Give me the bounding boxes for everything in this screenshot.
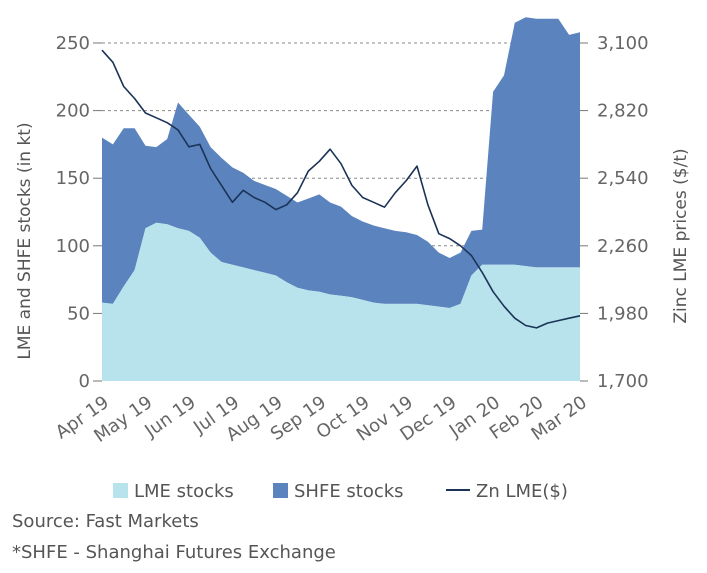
- right-tick-label: 2,260: [597, 236, 649, 257]
- right-axis-title: Zinc LME prices ($/t): [671, 148, 691, 323]
- source-note: Source: Fast Markets: [12, 511, 199, 532]
- right-tick-label: 3,100: [597, 33, 649, 54]
- right-axis-ticks: 1,700 1,980 2,260 2,540 2,820 3,100: [580, 33, 649, 392]
- right-tick-label: 2,820: [597, 101, 649, 122]
- zn-lme-price-line: [101, 49, 581, 329]
- price-line-series: [101, 49, 581, 329]
- legend-label: SHFE stocks: [294, 481, 404, 502]
- stocks-price-chart: 0 50 100 150 200 250 1,700 1,980 2,260 2,540 2,82…: [15, 17, 691, 447]
- left-tick-label: 100: [56, 236, 90, 257]
- legend-swatch: [113, 483, 128, 498]
- left-tick-label: 0: [79, 371, 90, 392]
- legend-label: Zn LME($): [476, 481, 568, 502]
- left-axis-title: LME and SHFE stocks (in kt): [15, 122, 35, 359]
- legend-swatch: [273, 483, 288, 498]
- lme-stocks-area: [102, 222, 580, 381]
- left-tick-label: 250: [56, 33, 90, 54]
- left-tick-label: 50: [67, 303, 90, 324]
- left-axis-ticks: 0 50 100 150 200 250: [56, 33, 102, 392]
- shfe-stocks-area: [102, 17, 580, 309]
- left-tick-label: 150: [56, 168, 90, 189]
- right-tick-label: 1,980: [597, 303, 649, 324]
- chart-legend: LME stocks SHFE stocks Zn LME($): [113, 481, 568, 502]
- right-tick-label: 1,700: [597, 371, 649, 392]
- footnote: *SHFE - Shanghai Futures Exchange: [12, 542, 336, 563]
- area-series: [102, 17, 580, 381]
- legend-label: LME stocks: [134, 481, 234, 502]
- right-tick-label: 2,540: [597, 168, 649, 189]
- left-tick-label: 200: [56, 101, 90, 122]
